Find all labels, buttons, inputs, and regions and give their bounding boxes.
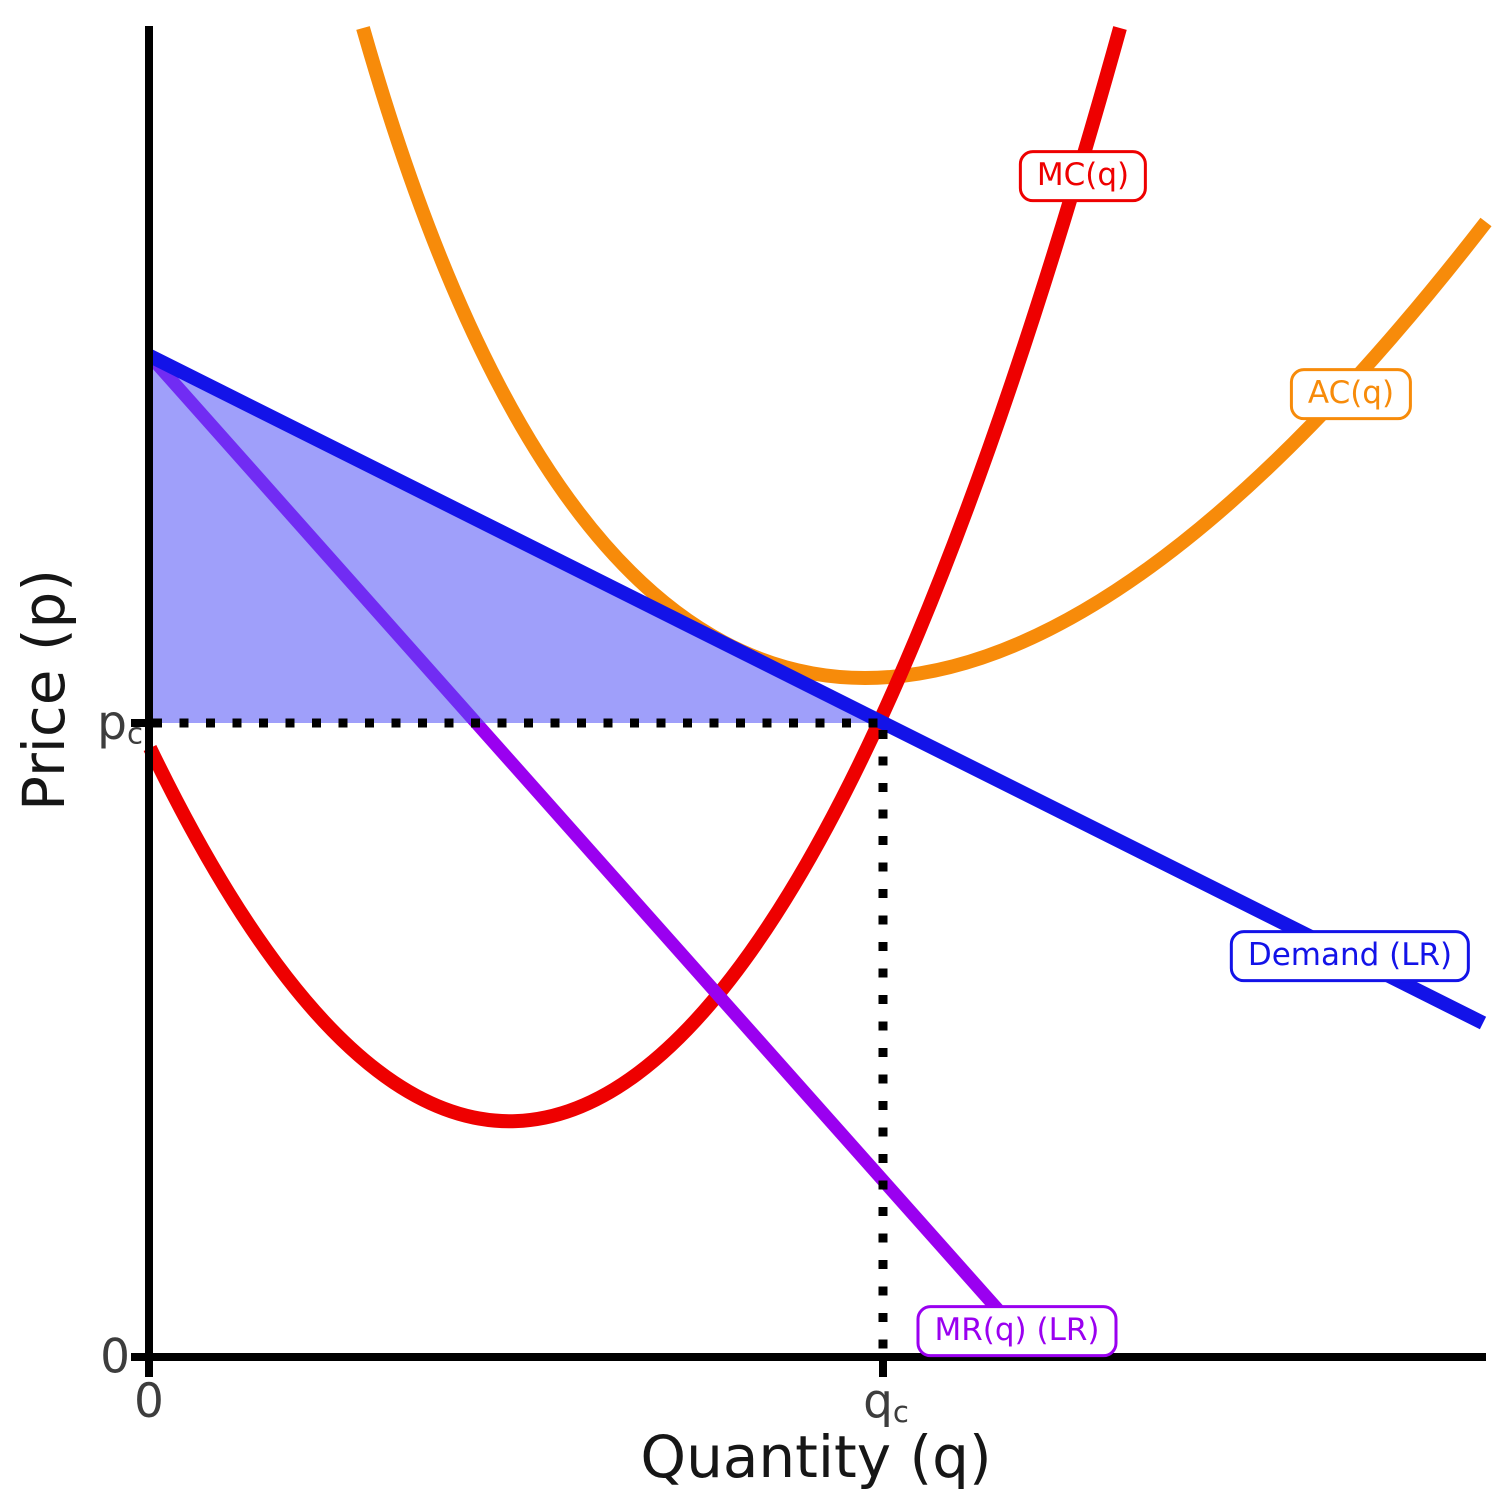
demand-curve <box>146 349 1487 1030</box>
y-axis-title: Price (p) <box>10 569 78 811</box>
y-tick-pc-main: p <box>97 695 127 751</box>
y-tick-pc: pc <box>97 700 143 749</box>
ac-curve-label: AC(q) <box>1289 368 1413 420</box>
mc-curve <box>143 26 1127 1129</box>
x-tick-qc-main: q <box>863 1374 893 1429</box>
x-tick-qc: qc <box>863 1378 909 1427</box>
x-tick-zero: 0 <box>134 1374 164 1429</box>
mc-curve-label: MC(q) <box>1018 150 1148 202</box>
ac-curve <box>356 26 1492 686</box>
x-tick-qc-sub: c <box>892 1395 909 1430</box>
demand-curve-label: Demand (LR) <box>1229 930 1471 982</box>
x-axis-title: Quantity (q) <box>640 1423 992 1491</box>
y-tick-pc-sub: c <box>126 716 143 751</box>
y-tick-zero: 0 <box>100 1329 130 1385</box>
mr-curve-label: MR(q) (LR) <box>916 1305 1118 1357</box>
